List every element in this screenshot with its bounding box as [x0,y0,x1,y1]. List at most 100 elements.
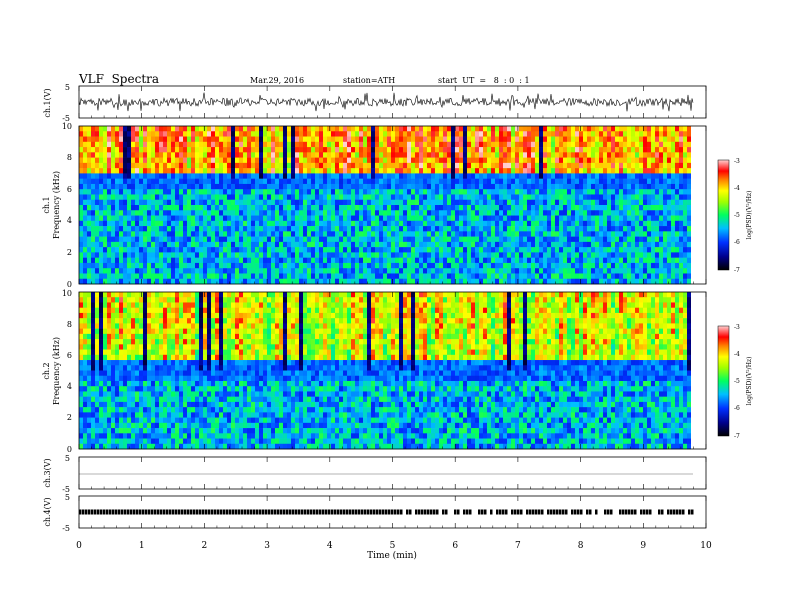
spectrogram-cell [363,262,367,269]
spectrogram-cell [391,226,395,232]
spectrogram-cell [103,273,107,280]
spectrogram-cell [111,417,115,424]
spectrogram-cell [623,162,627,169]
spectrogram-cell [451,273,455,280]
spectrogram-cell [211,226,215,232]
spectrogram-cell [347,278,351,285]
spectrogram-cell [655,226,659,232]
spectrogram-cell [479,268,483,274]
spectrogram-cell [563,210,567,216]
spectrogram-cell [107,401,111,408]
spectrogram-cell [499,205,503,211]
spectrogram-cell [551,168,555,174]
spectrogram-cell [191,262,195,269]
spectrogram-cell [623,268,627,274]
spectrogram-cell [123,247,127,253]
spectrogram-cell [587,173,591,179]
spectrogram-cell [291,210,295,216]
spectrogram-cell [451,257,455,264]
spectrogram-cell [131,141,135,148]
spectrogram-cell [547,168,551,174]
spectrogram-cell [591,189,595,195]
spectrogram-cell [275,199,279,206]
spectrogram-cell [223,268,227,274]
spectrogram-cell [395,257,399,264]
spectrogram-cell [123,407,127,413]
spectrogram-cell [163,226,167,232]
spectrogram-cell [155,173,159,179]
spectrogram-cell [527,226,531,232]
spectrogram-cell [355,162,359,169]
spectrogram-cell [683,220,687,227]
spectrogram-cell [439,226,443,232]
spectrogram-cell [355,220,359,227]
spectrogram-cell [439,162,443,169]
spectrogram-cell [103,396,107,403]
spectrogram-cell [499,278,503,285]
spectrogram-cell [371,162,375,169]
spectrogram-cell [559,152,563,158]
spectrogram-cell [251,247,255,253]
spectrogram-cell [203,252,207,258]
spectrogram-cell [291,183,295,190]
spectrogram-cell [83,370,87,377]
spectrogram-cell [119,318,123,324]
spectrogram-cell [623,126,627,132]
spectrogram-cell [175,215,179,222]
spectrogram-cell [203,247,207,253]
spectrogram-cell [631,178,635,185]
spectrogram-cell [135,210,139,216]
spectrogram-cell [687,173,691,179]
spectrogram-cell [431,247,435,253]
spectrogram-cell [403,231,407,237]
spectrogram-cell [95,152,99,158]
spectrogram-cell [111,173,115,179]
spectrogram-cell [127,205,131,211]
spectrogram-cell [239,236,243,243]
spectrogram-cell [143,189,147,195]
spectrogram-cell [651,152,655,158]
spectrogram-cell [363,247,367,253]
spectrogram-cell [511,210,515,216]
spectrogram-cell [351,147,355,153]
spectrogram-cell [527,162,531,169]
spectrogram-cell [443,183,447,190]
spectrogram-cell [603,147,607,153]
spectrogram-cell [147,152,151,158]
spectrogram-cell [423,247,427,253]
spectrogram-cell [99,422,103,429]
spectrogram-cell [111,215,115,222]
spectrogram-cell [263,205,267,211]
spectrogram-cell [195,215,199,222]
spectrogram-cell [403,241,407,248]
spectrogram-cell [411,141,415,148]
spectrogram-cell [343,157,347,164]
spectrogram-cell [167,173,171,179]
spectrogram-cell [207,157,211,164]
spectrogram-cell [343,247,347,253]
spectrogram-cell [675,205,679,211]
spectrogram-cell [155,131,159,137]
spectrogram-cell [379,173,383,179]
spectrogram-cell [95,292,99,298]
spectrogram-cell [655,220,659,227]
spectrogram-cell [555,205,559,211]
spectrogram-cell [347,178,351,185]
spectrogram-cell [491,241,495,248]
spectrogram-cell [211,157,215,164]
spectrogram-cell [179,173,183,179]
spectrogram-cell [123,173,127,179]
spectrogram-cell [83,401,87,408]
spectrogram-cell [591,152,595,158]
spectrogram-cell [563,247,567,253]
spectrogram-cell [115,428,119,434]
spectrogram-cell [431,157,435,164]
spectrogram-cell [587,226,591,232]
spectrogram-cell [123,168,127,174]
spectrogram-cell [471,162,475,169]
spectrogram-cell [559,231,563,237]
spectrogram-cell [507,205,511,211]
spectrogram-cell [115,205,119,211]
spectrogram-cell [607,215,611,222]
spectrogram-cell [119,257,123,264]
